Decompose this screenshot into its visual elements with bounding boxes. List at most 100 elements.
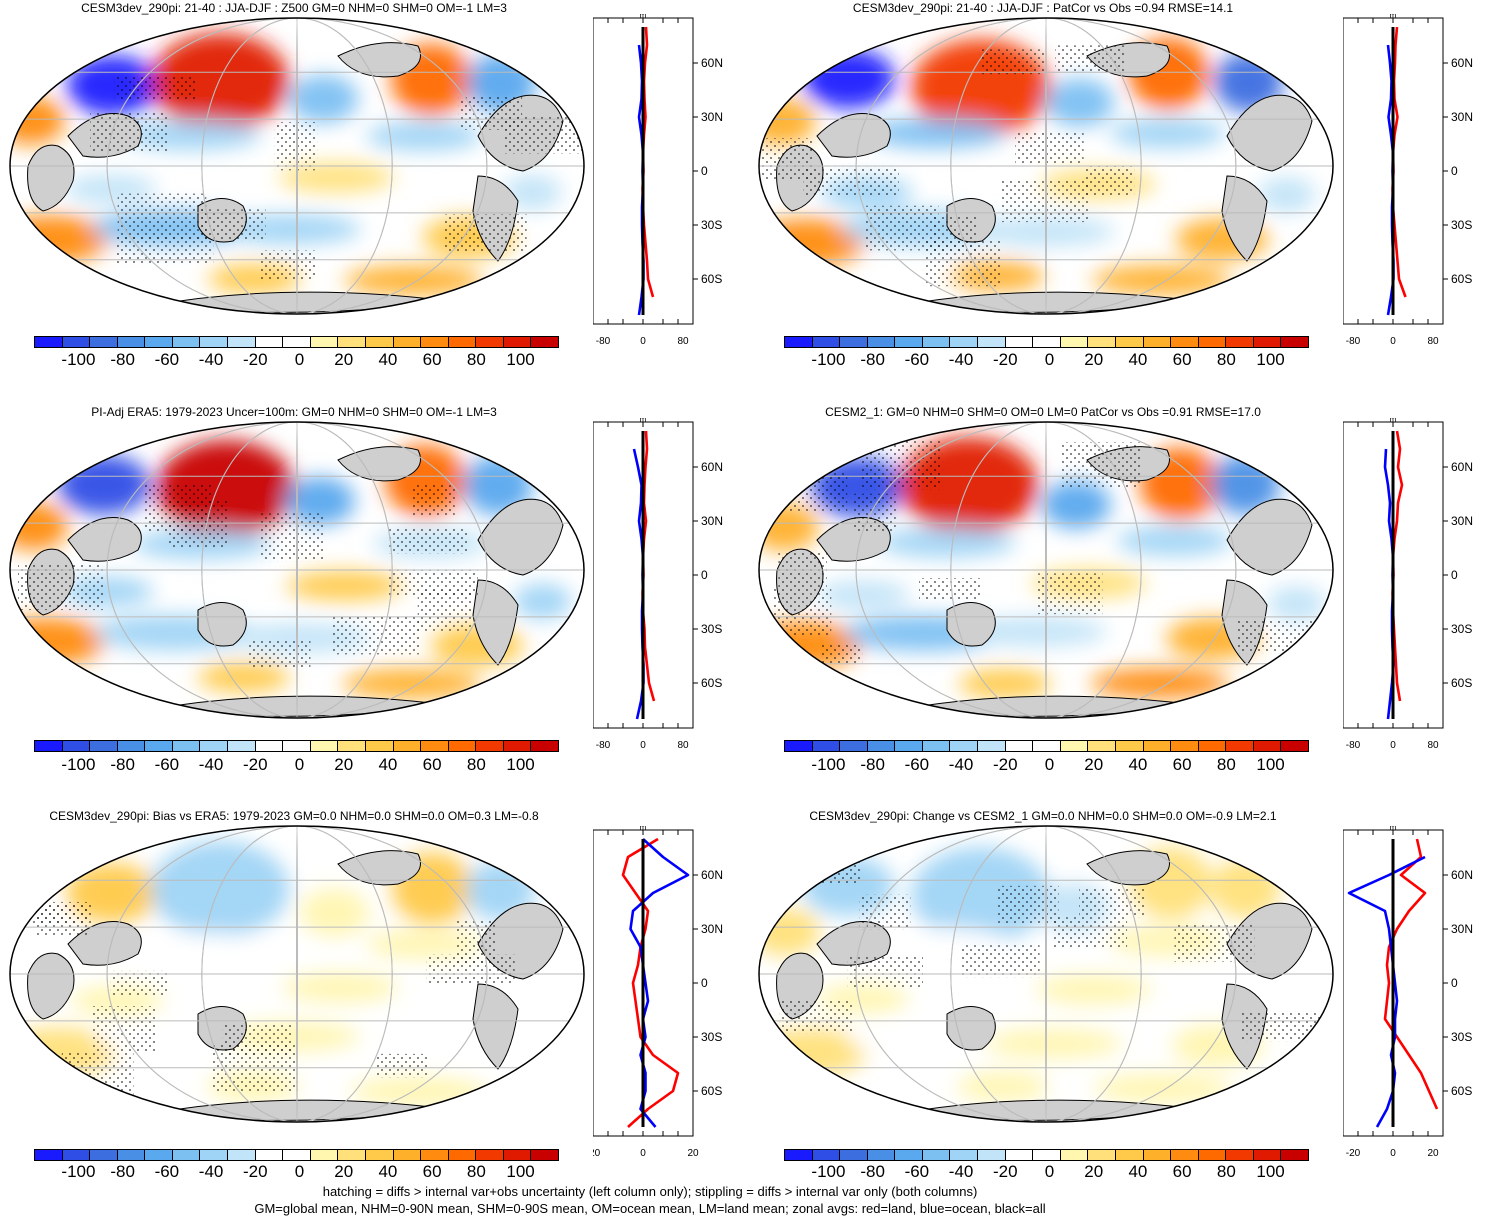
zonal-series-land <box>1383 838 1439 1110</box>
zonal-average: m 60N 30N 0 30S 60S -20 0 20 <box>1342 823 1485 1167</box>
colorbar-cell <box>338 337 366 347</box>
stippling-region <box>961 945 1040 978</box>
colorbar-cell <box>1033 741 1061 751</box>
zonal-x-tick-label: -80 <box>1346 336 1361 347</box>
colorbar-label: -80 <box>860 755 885 774</box>
lat-tick-label: 60N <box>1451 460 1473 474</box>
land-mass <box>1086 850 1170 886</box>
colorbar-label: 80 <box>1216 1162 1236 1181</box>
colorbar-cell <box>1088 741 1116 751</box>
map-outline <box>9 825 585 1123</box>
colorbar-cell <box>922 1150 951 1160</box>
colorbar-label: -20 <box>992 350 1018 369</box>
zonal-average: m 60N 30N 0 30S 60S -20 0 20 <box>586 823 753 1167</box>
colorbar-cell <box>1005 1150 1034 1160</box>
colorbar-label: -40 <box>198 755 224 774</box>
anomaly-region <box>366 120 482 151</box>
colorbar-label: 80 <box>466 755 486 774</box>
colorbar-cell <box>1143 1150 1172 1160</box>
colorbar-cell <box>1115 1150 1144 1160</box>
colorbar-label: -80 <box>110 755 135 774</box>
colorbar-cell <box>1143 741 1172 751</box>
colorbar-cell <box>1060 741 1089 751</box>
colorbar-cell <box>145 337 173 347</box>
colorbar-cell <box>1253 337 1282 347</box>
longitude-gridline <box>855 826 1237 1122</box>
colorbar-label: 40 <box>1128 350 1148 369</box>
anomaly-region <box>1090 668 1230 699</box>
stippling-region <box>274 122 318 171</box>
longitude-gridline <box>855 18 1237 314</box>
zonal-average-plot: m 60N 30N 0 30S 60S -80 0 80 <box>1342 415 1473 751</box>
colorbar-label: -20 <box>242 1162 268 1181</box>
colorbar-label: -80 <box>860 1162 885 1181</box>
colorbar-cell <box>145 741 173 751</box>
land-mass <box>27 144 75 212</box>
colorbar-cell <box>1281 337 1308 347</box>
colorbar-labels: -100 -80 -60 -40 -20 0 20 40 60 80 100 <box>34 350 559 370</box>
anomaly-region <box>1041 480 1111 529</box>
colorbar-cell <box>1171 741 1199 751</box>
panel-title: CESM3dev_290pi: 21-40 : JJA-DJF : PatCor… <box>852 1 1234 15</box>
colorbar-cell <box>117 1150 146 1160</box>
colorbar-cell <box>200 337 229 347</box>
lat-tick-label: 30N <box>1451 922 1473 936</box>
land-mass <box>337 42 421 78</box>
stippling-region <box>803 166 899 196</box>
map-svg <box>9 421 585 719</box>
lat-tick-label: 0 <box>701 568 708 582</box>
colorbar <box>34 336 559 348</box>
lat-tick-label: 30S <box>701 218 722 232</box>
colorbar-cell <box>1060 1150 1089 1160</box>
colorbar-cell <box>1088 1150 1116 1160</box>
colorbar-cell <box>228 741 256 751</box>
longitude-gridline <box>296 422 298 718</box>
colorbar <box>784 1149 1309 1161</box>
colorbar-cell <box>785 741 813 751</box>
colorbar-label: -60 <box>154 755 180 774</box>
anomaly-region <box>1035 974 1152 1005</box>
colorbar-label: 80 <box>466 1162 486 1181</box>
map-outline <box>9 421 585 719</box>
colorbar-label: -80 <box>110 1162 135 1181</box>
colorbar-cell <box>1198 741 1227 751</box>
zonal-x-tick-label: -20 <box>1346 1148 1361 1159</box>
lat-tick-label: 0 <box>1451 568 1458 582</box>
zonal-x-tick-label: -80 <box>1346 740 1361 751</box>
colorbar-cell <box>393 1150 422 1160</box>
map-svg <box>758 825 1334 1123</box>
lat-tick-label: 0 <box>1451 164 1458 178</box>
colorbar-label: -60 <box>154 1162 180 1181</box>
colorbar-labels: -100 -80 -60 -40 -20 0 20 40 60 80 100 <box>34 1162 559 1182</box>
anomaly-region <box>802 48 895 109</box>
anomaly-region <box>150 841 290 938</box>
anomaly-region <box>513 583 572 620</box>
zonal-x-tick-label: 20 <box>687 1148 699 1159</box>
zonal-average: m 60N 30N 0 30S 60S -80 0 80 <box>1342 415 1485 759</box>
stippling-region <box>859 894 911 930</box>
colorbar-cell <box>503 741 532 751</box>
stippling-region <box>847 955 924 989</box>
colorbar-label: 0 <box>294 755 305 774</box>
colorbar-cell <box>785 337 813 347</box>
colorbar-cell <box>812 741 841 751</box>
stippling-region <box>772 587 832 637</box>
colorbar-cell <box>922 741 951 751</box>
stippling-region <box>1174 924 1255 962</box>
colorbar-cell <box>867 1150 896 1160</box>
stippling-region <box>786 844 861 885</box>
colorbar-cell <box>448 337 477 347</box>
anomaly-region <box>288 74 359 123</box>
zonal-unit-label: m <box>1390 826 1397 832</box>
lat-tick-label: 0 <box>1451 976 1458 990</box>
anomaly-map <box>8 824 586 1129</box>
zonal-unit-label: m <box>640 826 647 832</box>
zonal-average: m 60N 30N 0 30S 60S -80 0 80 <box>1342 11 1485 355</box>
zonal-x-tick-label: 0 <box>640 1148 646 1159</box>
colorbar-cell <box>950 1150 979 1160</box>
colorbar-cell <box>895 337 923 347</box>
anomaly-region <box>1110 118 1226 149</box>
lat-tick-label: 30N <box>701 110 723 124</box>
stippling-region <box>458 96 523 130</box>
anomaly-region <box>1257 176 1316 213</box>
